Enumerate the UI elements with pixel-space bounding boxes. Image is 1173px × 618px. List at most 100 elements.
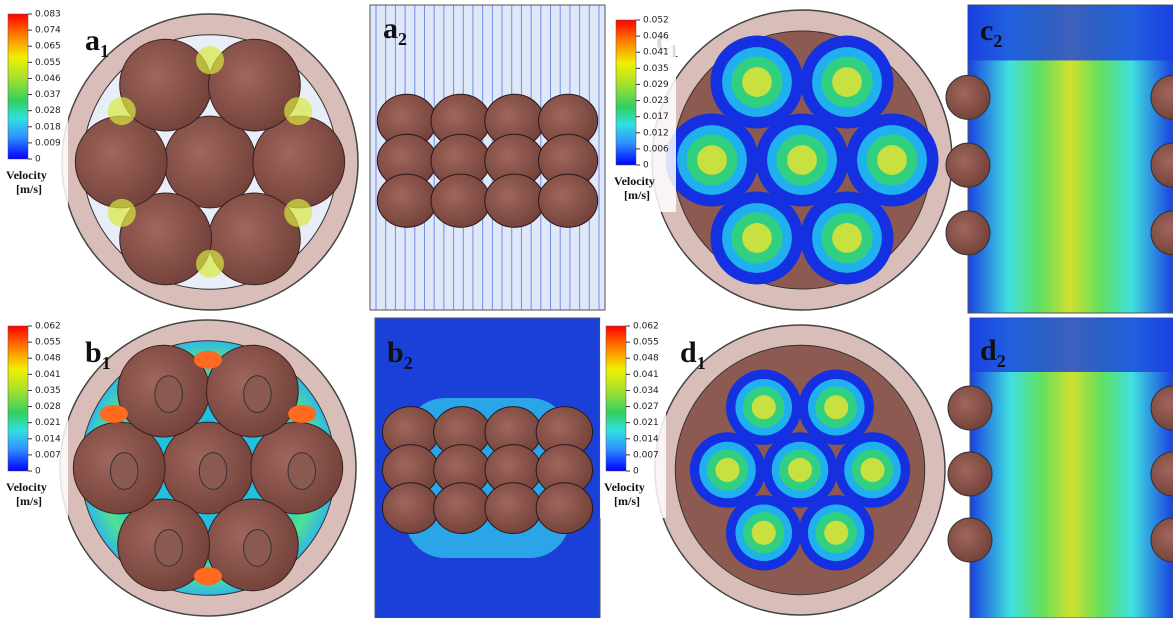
colorbar-tick-label: 0.028 <box>35 106 61 116</box>
colorbar-tick-label: 0.041 <box>633 370 659 380</box>
legend-title: Velocity <box>614 174 655 188</box>
colorbar-tick-label: 0.074 <box>35 26 61 36</box>
colorbar-tick-label: 0.012 <box>643 128 669 138</box>
colorbar <box>606 326 626 471</box>
colorbar-tick-label: 0.048 <box>633 354 659 364</box>
particle <box>948 386 992 430</box>
panel-subscript: 2 <box>993 31 1002 51</box>
colorbar <box>616 20 636 165</box>
particle <box>536 483 592 534</box>
legend-title: Velocity <box>6 480 47 494</box>
panel-letter: a <box>85 24 100 57</box>
particle <box>485 174 544 227</box>
velocity-contour <box>788 458 812 482</box>
colorbar-tick-label: 0.007 <box>35 450 61 460</box>
colorbar-tick-label: 0.062 <box>633 322 659 332</box>
colorbar-tick-label: 0.034 <box>633 386 659 396</box>
colorbar-tick-label: 0.048 <box>35 354 61 364</box>
particle-face <box>155 376 183 413</box>
particle <box>75 116 167 208</box>
flow-vortex <box>108 97 136 125</box>
colorbar-tick-label: 0.021 <box>633 418 659 428</box>
velocity-contour <box>824 395 848 419</box>
velocity-contour <box>860 458 884 482</box>
legend-unit: [m/s] <box>16 182 42 196</box>
particle <box>382 483 438 534</box>
particle <box>946 143 990 187</box>
colorbar-tick-label: 0.046 <box>35 74 61 84</box>
velocity-contour <box>824 521 848 545</box>
panel-subscript: 2 <box>404 353 413 373</box>
colorbar-tick-label: 0.029 <box>643 80 669 90</box>
colorbar-tick-label: 0.014 <box>633 434 659 444</box>
panel-label: a1 <box>85 24 109 61</box>
legend-unit: [m/s] <box>614 494 640 508</box>
particle <box>377 174 436 227</box>
flow-vortex <box>284 199 312 227</box>
colorbar-tick-label: 0.021 <box>35 418 61 428</box>
colorbar-tick-label: 0.014 <box>35 434 61 444</box>
particle <box>948 518 992 562</box>
velocity-contour <box>832 67 862 97</box>
particle <box>434 483 490 534</box>
particle-face <box>199 453 227 490</box>
velocity-contour <box>697 145 727 175</box>
panel-subscript: 2 <box>997 351 1006 371</box>
colorbar-tick-label: 0.083 <box>35 10 61 20</box>
velocity-contour <box>832 223 862 253</box>
colorbar-tick-label: 0.028 <box>35 402 61 412</box>
velocity-contour <box>877 145 907 175</box>
panel-subscript: 1 <box>100 41 109 61</box>
particle <box>164 116 256 208</box>
colorbar-tick-label: 0.007 <box>633 450 659 460</box>
particle <box>946 211 990 255</box>
high-velocity <box>288 405 316 423</box>
panel-label: d1 <box>680 336 706 373</box>
colorbar-tick-label: 0.055 <box>35 338 61 348</box>
figure: a1a2b1b2c1c2d1d20.0830.0740.0650.0550.04… <box>0 0 1173 618</box>
colorbar-tick-label: 0.006 <box>643 144 669 154</box>
velocity-contour <box>787 145 817 175</box>
particle-face <box>155 530 183 567</box>
colorbar-tick-label: 0.052 <box>643 16 669 26</box>
legend-unit: [m/s] <box>624 188 650 202</box>
panel-letter: b <box>387 336 404 369</box>
colorbar-tick-label: 0 <box>35 155 41 165</box>
colorbar <box>8 14 28 159</box>
particle <box>946 75 990 119</box>
colorbar-tick-label: 0 <box>35 467 41 477</box>
colorbar-tick-label: 0.055 <box>633 338 659 348</box>
velocity-contour <box>742 223 772 253</box>
legend-title: Velocity <box>604 480 645 494</box>
velocity-contour <box>752 395 776 419</box>
panel-letter: d <box>980 334 997 367</box>
high-velocity <box>100 405 128 423</box>
colorbar-tick-label: 0.023 <box>643 96 669 106</box>
panel-letter: b <box>85 336 102 369</box>
panel-letter: d <box>680 336 697 369</box>
panel-subscript: 1 <box>697 353 706 373</box>
flow-vortex <box>196 46 224 74</box>
particle <box>485 483 541 534</box>
velocity-contour <box>715 458 739 482</box>
panel-letter: a <box>383 12 398 45</box>
panel-subscript: 1 <box>102 353 111 373</box>
colorbar-tick-label: 0.035 <box>35 386 61 396</box>
colorbar-tick-label: 0.018 <box>35 122 61 132</box>
particle <box>431 174 490 227</box>
particle-face <box>244 376 272 413</box>
colorbar-tick-label: 0.065 <box>35 42 61 52</box>
flow-vortex <box>284 97 312 125</box>
velocity-contour <box>752 521 776 545</box>
panel-label: b1 <box>85 336 111 373</box>
particle <box>253 116 345 208</box>
flow-vortex <box>196 250 224 278</box>
colorbar-tick-label: 0.017 <box>643 112 669 122</box>
panel-letter: c <box>980 14 993 47</box>
particle-face <box>110 453 138 490</box>
panel-subscript: 2 <box>398 29 407 49</box>
velocity-contour <box>742 67 772 97</box>
flow-vortex <box>108 199 136 227</box>
high-velocity <box>194 351 222 369</box>
colorbar-tick-label: 0.041 <box>643 48 669 58</box>
